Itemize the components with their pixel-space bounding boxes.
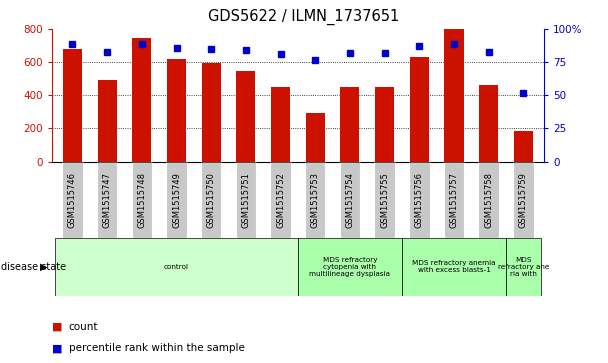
- Bar: [340, 86, 359, 162]
- Bar: [167, 162, 187, 238]
- Text: GDS5622 / ILMN_1737651: GDS5622 / ILMN_1737651: [209, 9, 399, 25]
- Text: ▶: ▶: [40, 262, 47, 272]
- Text: GSM1515759: GSM1515759: [519, 172, 528, 228]
- Bar: [402, 238, 506, 296]
- Text: MDS
refractory ane
ria with: MDS refractory ane ria with: [498, 257, 549, 277]
- Bar: [62, 162, 83, 238]
- Bar: [133, 38, 151, 162]
- Text: GSM1515755: GSM1515755: [380, 172, 389, 228]
- Bar: [55, 238, 298, 296]
- Bar: [306, 113, 325, 162]
- Bar: [298, 238, 402, 296]
- Text: control: control: [164, 264, 189, 270]
- Text: GSM1515752: GSM1515752: [276, 172, 285, 228]
- Bar: [409, 162, 429, 238]
- Text: GSM1515747: GSM1515747: [103, 172, 112, 228]
- Text: GSM1515753: GSM1515753: [311, 172, 320, 228]
- Text: count: count: [69, 322, 98, 332]
- Bar: [375, 162, 395, 238]
- Text: GSM1515754: GSM1515754: [345, 172, 354, 228]
- Text: MDS refractory
cytopenia with
multilineage dysplasia: MDS refractory cytopenia with multilinea…: [309, 257, 390, 277]
- Text: percentile rank within the sample: percentile rank within the sample: [69, 343, 244, 354]
- Text: ■: ■: [52, 343, 62, 354]
- Bar: [131, 162, 152, 238]
- Bar: [410, 57, 429, 162]
- Bar: [506, 238, 541, 296]
- Bar: [444, 29, 463, 162]
- Text: GSM1515746: GSM1515746: [68, 172, 77, 228]
- Text: GSM1515748: GSM1515748: [137, 172, 147, 228]
- Bar: [236, 162, 256, 238]
- Bar: [375, 87, 394, 162]
- Bar: [513, 162, 534, 238]
- Text: GSM1515756: GSM1515756: [415, 172, 424, 228]
- Text: ■: ■: [52, 322, 62, 332]
- Bar: [305, 162, 325, 238]
- Bar: [237, 71, 255, 162]
- Bar: [63, 49, 82, 162]
- Bar: [202, 63, 221, 162]
- Text: MDS refractory anemia
with excess blasts-1: MDS refractory anemia with excess blasts…: [412, 260, 496, 273]
- Bar: [478, 162, 499, 238]
- Text: GSM1515750: GSM1515750: [207, 172, 216, 228]
- Bar: [271, 162, 291, 238]
- Bar: [98, 79, 117, 162]
- Bar: [201, 162, 221, 238]
- Bar: [167, 58, 186, 162]
- Bar: [479, 85, 498, 162]
- Text: GSM1515757: GSM1515757: [449, 172, 458, 228]
- Bar: [97, 162, 117, 238]
- Text: disease state: disease state: [1, 262, 66, 272]
- Bar: [444, 162, 465, 238]
- Text: GSM1515751: GSM1515751: [241, 172, 250, 228]
- Text: GSM1515749: GSM1515749: [172, 172, 181, 228]
- Bar: [340, 162, 360, 238]
- Bar: [514, 131, 533, 162]
- Text: GSM1515758: GSM1515758: [484, 172, 493, 228]
- Bar: [271, 86, 290, 162]
